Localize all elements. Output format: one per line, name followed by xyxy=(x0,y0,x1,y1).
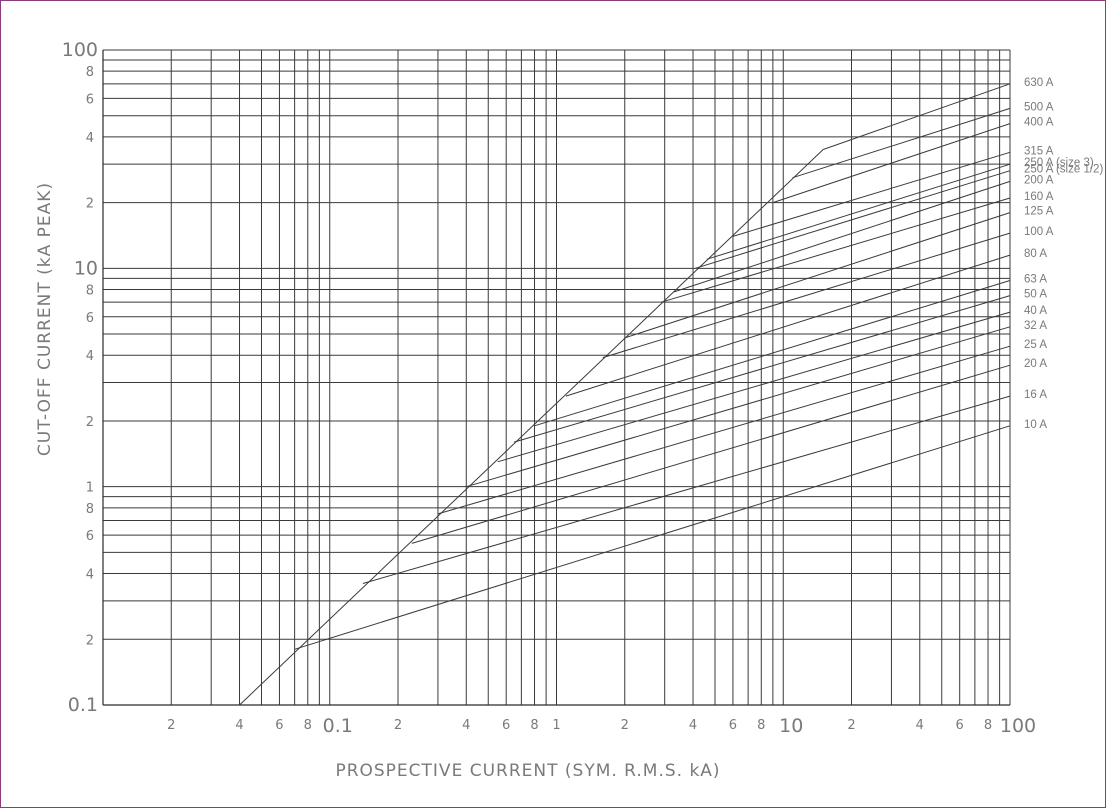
series-line xyxy=(513,295,1011,443)
series-line xyxy=(294,425,1011,650)
series-line xyxy=(497,311,1011,463)
series-line xyxy=(772,123,1011,204)
series-label: 80 A xyxy=(1024,248,1047,260)
y-axis-label: CUT-OFF CURRENT (kA PEAK) xyxy=(35,182,55,456)
x-tick-label: 100 xyxy=(1000,715,1036,737)
series-label: 63 A xyxy=(1024,273,1047,285)
series-line xyxy=(437,345,1011,515)
grid xyxy=(102,49,1011,706)
x-tick-label: 4 xyxy=(235,718,243,733)
series-label: 250 A (size 1/2) xyxy=(1024,164,1103,176)
series-line xyxy=(534,280,1011,427)
y-tick-label: 10 xyxy=(74,257,98,279)
series-line xyxy=(661,197,1011,303)
x-tick-label: 6 xyxy=(502,718,510,733)
y-tick-label: 4 xyxy=(86,131,94,146)
series-label: 16 A xyxy=(1024,389,1047,401)
series-label: 400 A xyxy=(1024,117,1054,129)
series-label: 630 A xyxy=(1024,77,1054,89)
x-tick-label: 8 xyxy=(530,718,538,733)
series-label: 315 A xyxy=(1024,145,1054,157)
series-label: 50 A xyxy=(1024,289,1047,301)
series-label: 10 A xyxy=(1024,419,1047,431)
y-tick-label: 8 xyxy=(86,283,94,298)
y-tick-label: 6 xyxy=(86,92,94,107)
series-line xyxy=(792,107,1011,179)
y-tick-label: 100 xyxy=(62,39,98,61)
y-tick-label: 1 xyxy=(86,481,94,496)
series-line xyxy=(732,151,1011,237)
series-label: 32 A xyxy=(1024,320,1047,332)
series-label: 25 A xyxy=(1024,339,1047,351)
x-tick-label: 8 xyxy=(757,718,765,733)
series-label: 20 A xyxy=(1024,358,1047,370)
series-label: 500 A xyxy=(1024,101,1054,113)
series-line xyxy=(673,180,1011,293)
series-line xyxy=(823,83,1011,150)
series-line xyxy=(706,163,1011,260)
series-label: 125 A xyxy=(1024,206,1054,218)
x-tick-label: 8 xyxy=(304,718,312,733)
y-tick-label: 8 xyxy=(86,502,94,517)
series-line xyxy=(362,395,1011,584)
x-tick-label: 0.1 xyxy=(323,715,353,737)
y-tick-label: 8 xyxy=(86,65,94,80)
x-tick-label: 2 xyxy=(394,718,402,733)
y-tick-label: 2 xyxy=(86,633,94,648)
curves xyxy=(239,83,1011,706)
series-line xyxy=(466,326,1011,488)
x-tick-label: 1 xyxy=(552,718,560,733)
y-tick-label: 4 xyxy=(86,349,94,364)
x-tick-label: 2 xyxy=(167,718,175,733)
envelope-line xyxy=(239,149,824,706)
x-tick-label: 4 xyxy=(462,718,470,733)
series-label: 40 A xyxy=(1024,305,1047,317)
series-line xyxy=(411,364,1011,544)
series-label: 160 A xyxy=(1024,191,1054,203)
series-line xyxy=(602,232,1011,359)
x-tick-label: 6 xyxy=(729,718,737,733)
x-tick-label: 4 xyxy=(689,718,697,733)
series-line xyxy=(565,254,1011,397)
y-tick-label: 2 xyxy=(86,197,94,212)
x-tick-label: 6 xyxy=(275,718,283,733)
x-axis-label: PROSPECTIVE CURRENT (SYM. R.M.S. kA) xyxy=(335,761,720,781)
x-tick-label: 10 xyxy=(779,715,803,737)
series-label: 100 A xyxy=(1024,226,1054,238)
tick-labels: 2 4 6 8 0.1 2 4 6 8 1 2 4 6 8 10 2 4 6 8 1000.1246812468102… xyxy=(62,39,1036,737)
series-label: 250 A (size 3) xyxy=(1024,157,1094,169)
series-line xyxy=(624,212,1011,339)
y-tick-label: 6 xyxy=(86,311,94,326)
y-tick-label: 4 xyxy=(86,568,94,583)
x-tick-label: 2 xyxy=(847,718,855,733)
x-tick-label: 8 xyxy=(984,718,992,733)
series-line xyxy=(695,170,1011,269)
x-tick-label: 4 xyxy=(916,718,924,733)
y-tick-label: 6 xyxy=(86,529,94,544)
x-tick-label: 2 xyxy=(621,718,629,733)
x-tick-label: 6 xyxy=(956,718,964,733)
series-label: 200 A xyxy=(1024,174,1054,186)
y-tick-label: 0.1 xyxy=(68,694,98,716)
y-tick-label: 2 xyxy=(86,415,94,430)
